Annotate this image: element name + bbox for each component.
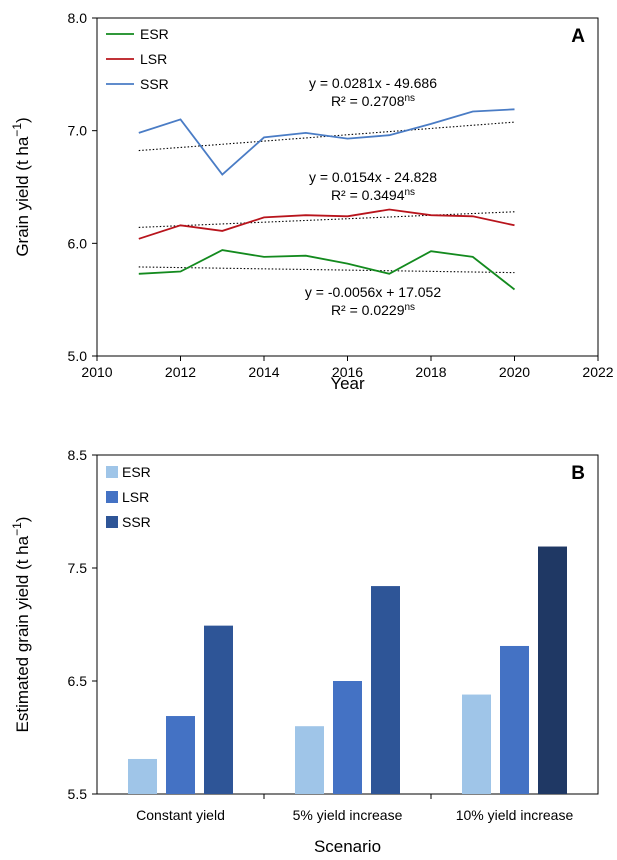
x-category-label: Constant yield [136,807,225,823]
y-axis-label: Grain yield (t ha−1) [10,117,32,256]
trendline-r2: R² = 0.3494ns [331,187,415,203]
x-axis-label: Year [330,374,365,393]
x-tick-label: 2010 [81,364,112,380]
legend-label: ESR [140,26,169,42]
panel-b: 5.5 6.5 7.5 8.5 Constant yield 5% yield incre… [10,447,599,856]
panel-label: A [571,26,585,47]
significance-mark: ns [405,187,416,198]
bar-esr [128,758,157,794]
legend-swatch [106,516,118,528]
bar-ssr [204,625,233,794]
x-tick-label: 2012 [165,364,196,380]
bar-ssr [538,546,567,794]
y-axis-label-sup: −1 [10,123,24,137]
legend-swatch [106,491,118,503]
x-tick-label: 2016 [332,364,363,380]
legend-label: SSR [122,514,151,530]
y-axis-label: Estimated grain yield (t ha−1) [10,517,32,733]
r2-value: R² = 0.3494 [331,187,405,203]
legend-label: SSR [140,76,169,92]
y-tick-label: 6.5 [68,673,88,689]
r2-value: R² = 0.2708 [331,93,405,109]
significance-mark: ns [405,302,416,313]
y-tick-label: 7.0 [68,123,88,139]
bar-esr [462,694,491,794]
y-axis-label-sup: −1 [10,522,24,536]
trendline-r2: R² = 0.0229ns [331,302,415,318]
trend-line [138,266,515,274]
x-category-label: 10% yield increase [456,807,574,823]
x-axis-label: Scenario [314,837,381,856]
legend-swatch [106,466,118,478]
series-line-esr [138,249,516,291]
trendline-equation: y = 0.0281x - 49.686 [309,75,437,91]
x-tick-label: 2018 [415,364,446,380]
y-tick-label: 7.5 [68,560,88,576]
x-tick-label: 2022 [582,364,613,380]
y-tick-label: 8.0 [68,10,88,26]
legend-label: LSR [140,51,167,67]
y-axis-label-main: Estimated grain yield (t ha [13,535,32,732]
x-tick-label: 2014 [248,364,279,380]
x-category-label: 5% yield increase [293,807,403,823]
bar-ssr [371,586,400,794]
bar-lsr [333,681,362,794]
bar-lsr [500,645,529,794]
trend-line [138,211,515,228]
series-line-ssr [138,108,515,176]
significance-mark: ns [405,93,416,104]
y-axis-label-close: ) [13,117,32,123]
y-tick-label: 6.0 [68,235,88,251]
panel-a: 2010 2012 2014 2016 2018 2020 2022 5.0 6.0 7.0 8.0… [10,10,614,393]
bar-lsr [166,716,195,794]
y-axis-label-close: ) [13,517,32,523]
x-tick-label: 2020 [499,364,530,380]
panel-label: B [571,463,585,484]
legend-label: LSR [122,489,149,505]
y-tick-label: 8.5 [68,447,88,463]
y-axis-label-main: Grain yield (t ha [13,136,32,257]
r2-value: R² = 0.0229 [331,302,405,318]
series-line-lsr [138,208,515,240]
legend-label: ESR [122,464,151,480]
bar-esr [295,726,324,794]
trendline-equation: y = 0.0154x - 24.828 [309,169,437,185]
y-tick-label: 5.5 [68,786,88,802]
trendline-r2: R² = 0.2708ns [331,93,415,109]
trendline-equation: y = -0.0056x + 17.052 [305,284,441,300]
y-tick-label: 5.0 [68,348,88,364]
